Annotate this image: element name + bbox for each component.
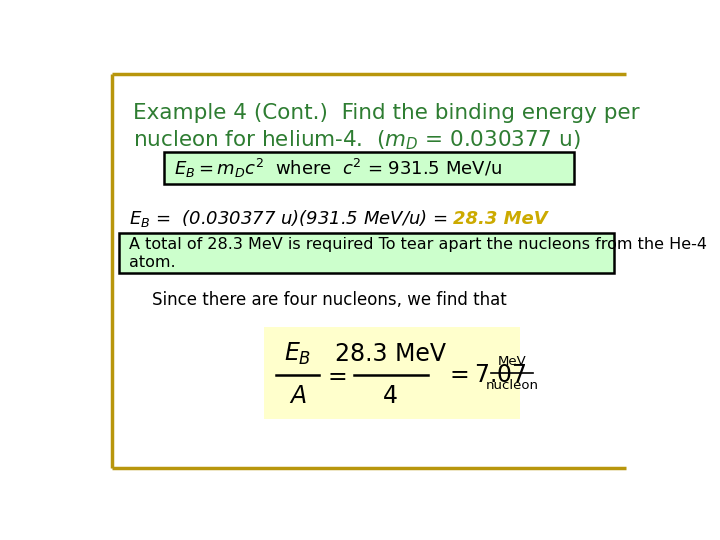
Text: $E_B$ =  (0.030377 u)(931.5 MeV/u) =: $E_B$ = (0.030377 u)(931.5 MeV/u) = [129,208,449,230]
Text: nucleon for helium-4.  ($m_D$ = 0.030377 u): nucleon for helium-4. ($m_D$ = 0.030377 … [132,129,580,152]
Text: $E_B = m_D c^2$  where  $c^2$ = 931.5 MeV/u: $E_B = m_D c^2$ where $c^2$ = 931.5 MeV/… [174,157,502,179]
Text: 4: 4 [383,384,398,408]
Text: Example 4 (Cont.)  Find the binding energy per: Example 4 (Cont.) Find the binding energ… [132,103,639,123]
Text: 28.3 MeV: 28.3 MeV [453,210,547,228]
Text: $A$: $A$ [289,384,307,408]
Text: 28.3 MeV: 28.3 MeV [336,342,446,366]
Text: $=$: $=$ [323,363,347,387]
Text: MeV: MeV [498,355,527,368]
Text: atom.: atom. [129,255,176,270]
FancyBboxPatch shape [264,327,520,419]
Text: A total of 28.3 MeV is required To tear apart the nucleons from the He-4: A total of 28.3 MeV is required To tear … [129,238,707,253]
Text: Since there are four nucleons, we find that: Since there are four nucleons, we find t… [152,291,507,309]
Text: $E_B$: $E_B$ [284,341,311,367]
Text: nucleon: nucleon [486,379,539,392]
Text: $= 7.07$: $= 7.07$ [445,363,526,387]
FancyBboxPatch shape [120,233,614,273]
FancyBboxPatch shape [163,152,575,184]
